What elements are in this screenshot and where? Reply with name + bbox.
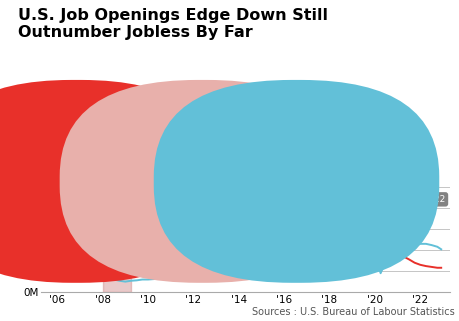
Text: U.S. Job Openings Edge Down Still
Outnumber Jobless By Far: U.S. Job Openings Edge Down Still Outnum… <box>18 8 328 40</box>
Text: Number of unemployed persons and job openings in the
United States, seasonally a: Number of unemployed persons and job ope… <box>18 128 313 151</box>
Text: Recessions: Recessions <box>304 176 362 187</box>
Text: Nov '22: Nov '22 <box>411 195 446 204</box>
Bar <box>102 183 131 292</box>
Text: Job openings: Job openings <box>210 176 277 187</box>
Text: Unemployed persons: Unemployed persons <box>84 176 194 187</box>
Text: Sources : U.S. Bureau of Labour Statistics: Sources : U.S. Bureau of Labour Statisti… <box>252 307 454 317</box>
